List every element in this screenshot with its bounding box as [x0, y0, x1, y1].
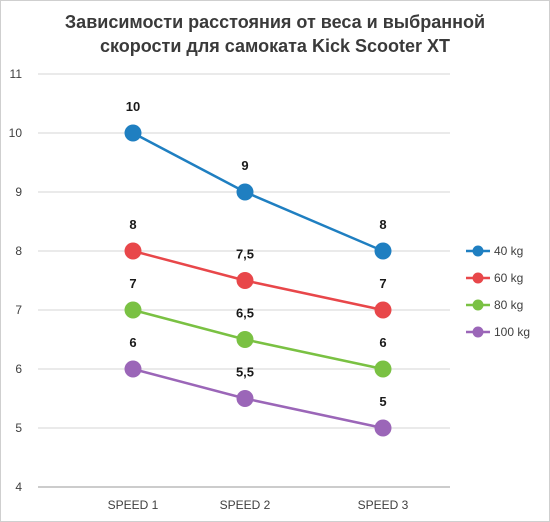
data-point — [374, 242, 392, 260]
chart-title-line2: скорости для самоката Kick Scooter XT — [100, 36, 450, 56]
data-label: 5 — [379, 394, 386, 409]
y-tick-label: 4 — [15, 480, 22, 494]
series-line — [132, 367, 384, 430]
legend-swatch-marker — [472, 272, 484, 284]
y-axis: 4 5 6 7 8 9 10 11 — [9, 67, 23, 494]
legend: 40 kg 60 kg 80 kg 100 kg — [466, 244, 530, 339]
data-point — [236, 272, 254, 289]
y-tick-label: 8 — [15, 244, 22, 258]
legend-label: 60 kg — [494, 271, 523, 285]
data-label: 8 — [379, 217, 386, 232]
data-point — [374, 419, 392, 437]
chart-title: Зависимости расстояния от веса и выбранн… — [0, 10, 550, 58]
data-label: 7,5 — [236, 247, 254, 262]
data-label: 6 — [129, 335, 136, 350]
data-point — [236, 183, 254, 201]
y-tick-label: 9 — [15, 185, 22, 199]
legend-item: 100 kg — [466, 325, 530, 339]
y-tick-label: 10 — [9, 126, 23, 140]
legend-label: 100 kg — [494, 325, 530, 339]
data-point — [124, 124, 142, 142]
data-label: 6 — [379, 335, 386, 350]
y-tick-label: 5 — [15, 421, 22, 435]
y-tick-label: 11 — [10, 67, 23, 81]
y-tick-label: 7 — [15, 303, 22, 317]
legend-item: 80 kg — [466, 298, 523, 312]
x-tick-label: SPEED 1 — [108, 498, 159, 512]
data-point — [374, 360, 392, 378]
data-label: 8 — [129, 217, 136, 232]
data-point — [236, 331, 254, 348]
data-label: 9 — [241, 158, 248, 173]
y-tick-label: 6 — [15, 362, 22, 376]
data-point — [124, 301, 142, 319]
series-60-kg: 87,57 — [124, 217, 392, 319]
series-line — [132, 308, 384, 371]
series-80-kg: 76,56 — [124, 276, 392, 378]
legend-label: 40 kg — [494, 244, 523, 258]
chart-title-line1: Зависимости расстояния от веса и выбранн… — [64, 12, 486, 32]
data-label: 10 — [126, 99, 140, 114]
legend-item: 40 kg — [466, 244, 523, 258]
data-label: 7 — [379, 276, 386, 291]
legend-swatch-marker — [472, 326, 484, 338]
legend-swatch-marker — [472, 299, 484, 311]
data-label: 7 — [129, 276, 136, 291]
data-point — [374, 301, 392, 319]
series-line — [132, 249, 384, 312]
x-axis: SPEED 1 SPEED 2 SPEED 3 — [108, 498, 409, 512]
series-40-kg: 10 9 8 — [124, 99, 392, 260]
x-tick-label: SPEED 3 — [358, 498, 409, 512]
data-point — [124, 360, 142, 378]
legend-swatch-marker — [472, 245, 484, 257]
data-label: 6,5 — [236, 306, 254, 321]
data-point — [124, 242, 142, 260]
data-label: 5,5 — [236, 365, 254, 380]
series-100-kg: 65,55 — [124, 335, 392, 437]
legend-item: 60 kg — [466, 271, 523, 285]
x-tick-label: SPEED 2 — [220, 498, 271, 512]
legend-label: 80 kg — [494, 298, 523, 312]
data-point — [236, 390, 254, 407]
